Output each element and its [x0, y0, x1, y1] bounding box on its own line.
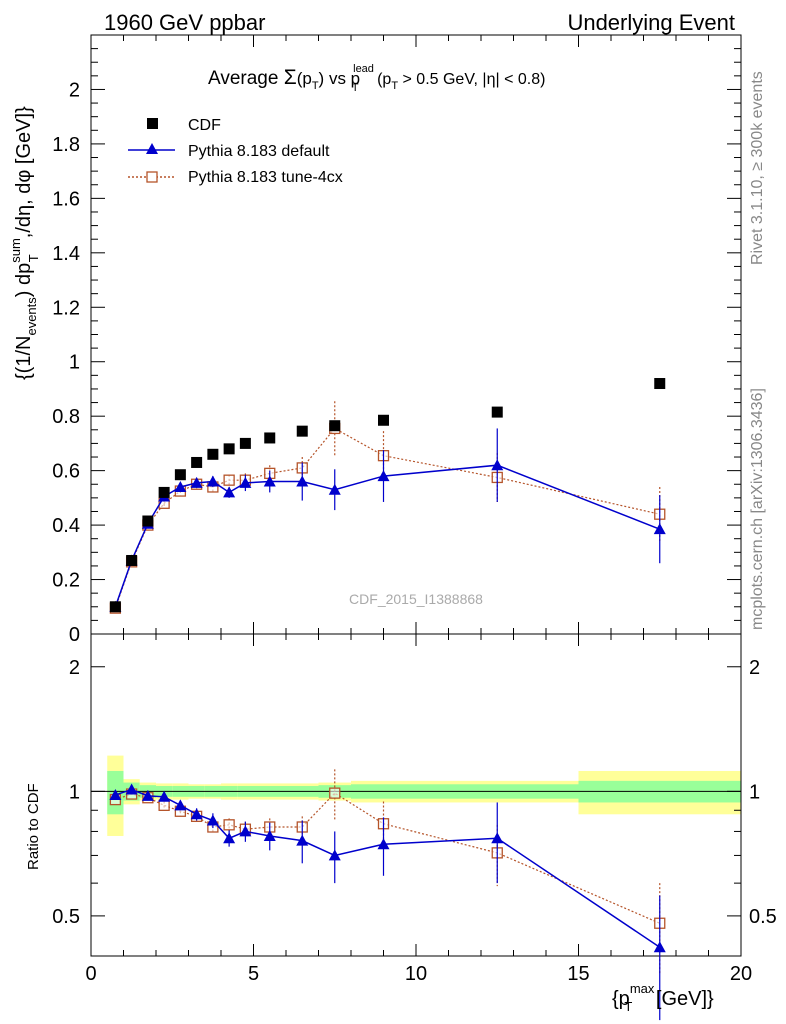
tune-main-point: [223, 474, 235, 486]
y-tick-label: 0.2: [52, 570, 80, 592]
cdf-point: [491, 406, 503, 418]
mcplots-label: mcplots.cern.ch [arXiv:1306.3436]: [749, 388, 766, 630]
default-main-point: [328, 483, 341, 495]
default-ratio-point: [174, 799, 187, 811]
ratio-axis-ticks: 0 5 10 15 20 0.5 0.5 1 1 2 2: [52, 634, 777, 985]
default-ratio-point: [141, 789, 154, 801]
default-ratio-point: [223, 832, 236, 844]
legend-cdf-marker: [147, 118, 158, 129]
y-tick-label: 0.6: [52, 461, 80, 483]
tune-ratio-point: [329, 787, 341, 799]
cdf-point: [239, 437, 251, 449]
header-right: Underlying Event: [567, 10, 735, 35]
cdf-point: [378, 414, 389, 426]
cdf-point: [191, 456, 203, 468]
x-tick-label: 0: [85, 963, 96, 985]
default-ratio-point: [158, 790, 171, 802]
main-ylabel: {(1/Nevents) dpsum T,/dη, dφ [GeV]}: [8, 106, 41, 380]
y-tick-label: 2: [69, 79, 80, 101]
header-left: 1960 GeV ppbar: [104, 10, 265, 35]
cdf-point: [329, 420, 341, 432]
default-ratio-point: [109, 788, 122, 800]
default-main-point: [239, 476, 252, 488]
ratio-y-tick-label-right: 0.5: [749, 906, 777, 928]
default-main-point: [223, 486, 236, 498]
y-tick-label: 1.2: [52, 297, 80, 319]
default-main-point: [174, 480, 187, 492]
default-main-point: [491, 459, 504, 471]
cdf-point: [109, 601, 121, 613]
default-ratio-point: [328, 849, 341, 861]
ratio-y-tick-label-right: 2: [749, 657, 760, 679]
chart-title: Average Σ(pT) vs plead T (pT > 0.5 GeV, |…: [208, 63, 545, 94]
ratio-y-tick-label-right: 1: [749, 781, 760, 803]
cdf-point: [126, 554, 138, 566]
ratio-data-band: [107, 755, 741, 836]
y-tick-label: 1.8: [52, 134, 80, 156]
default-main-point: [296, 475, 309, 487]
legend-default-marker: [146, 143, 158, 154]
default-main-point: [377, 470, 390, 482]
default-main-point: [653, 523, 666, 535]
ratio-ylabel: Ratio to CDF: [25, 783, 42, 870]
tune-ratio-point: [223, 819, 235, 831]
default-ratio-point: [263, 829, 276, 841]
default-ratio-point: [491, 832, 504, 844]
main-axis-ticks: 0 0.2 0.4 0.6 0.8 1 1.2 1.4 1.6 1.8 2: [52, 34, 742, 646]
legend-tune-marker: [146, 171, 158, 183]
legend-default-label: Pythia 8.183 default: [188, 143, 330, 160]
x-tick-label: 5: [248, 963, 259, 985]
cdf-point: [654, 378, 666, 390]
default-main-point: [206, 475, 219, 487]
legend: CDF Pythia 8.183 default Pythia 8.183 tu…: [128, 117, 343, 186]
default-ratio-point: [296, 834, 309, 846]
default-main-point: [190, 476, 203, 488]
y-tick-label: 1.4: [52, 243, 80, 265]
cdf-point: [174, 469, 186, 481]
y-tick-label: 0.4: [52, 515, 80, 537]
default-ratio-point: [190, 808, 203, 820]
ratio-y-tick-label: 1: [69, 781, 80, 803]
y-tick-label: 1: [69, 352, 80, 374]
x-tick-label: 10: [405, 963, 427, 985]
cdf-point: [223, 443, 235, 455]
y-tick-label: 1.6: [52, 188, 80, 210]
x-tick-label: 15: [567, 963, 589, 985]
cdf-point: [264, 432, 276, 444]
tune-ratio-point: [158, 799, 170, 811]
default-main-point: [263, 475, 276, 487]
legend-tune-label: Pythia 8.183 tune-4cx: [188, 169, 343, 186]
default-ratio-point: [125, 783, 138, 795]
rivet-label: Rivet 3.1.10, ≥ 300k events: [749, 71, 766, 265]
cdf-point: [142, 515, 154, 527]
xlabel: {pmax T [GeV]}: [612, 981, 714, 1014]
y-tick-label: 0: [69, 624, 80, 646]
analysis-watermark: CDF_2015_I1388868: [349, 591, 483, 607]
default-ratio-point: [377, 838, 390, 850]
ratio-y-tick-label: 2: [69, 657, 80, 679]
cdf-point: [296, 425, 308, 437]
x-tick-label: 20: [730, 963, 752, 985]
default-ratio-point: [206, 814, 219, 826]
cdf-point: [158, 486, 170, 498]
default-ratio-point: [239, 825, 252, 837]
ratio-series: [109, 769, 666, 1021]
y-tick-label: 0.8: [52, 406, 80, 428]
default-ratio-point: [653, 941, 666, 953]
legend-cdf-label: CDF: [188, 117, 221, 134]
ratio-y-tick-label: 0.5: [52, 906, 80, 928]
cdf-point: [207, 448, 219, 460]
main-series: [109, 378, 666, 614]
